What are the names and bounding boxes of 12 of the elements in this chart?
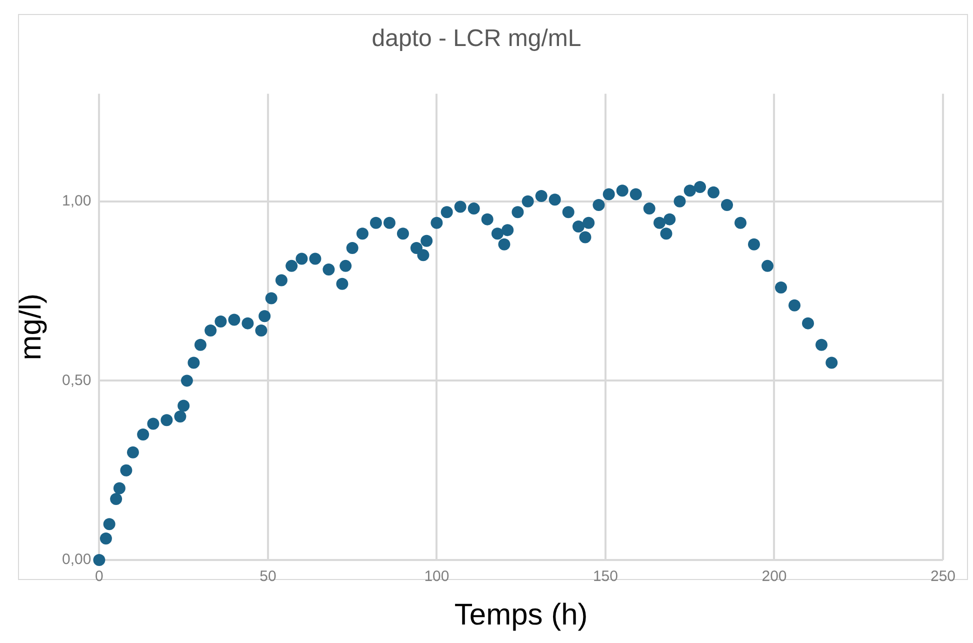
y-tick-label: 1,00 — [62, 192, 92, 210]
chart-title: dapto - LCR mg/mL — [372, 25, 582, 52]
y-tick-label: 0,00 — [62, 551, 92, 568]
y-axis-title: mg/l) — [14, 294, 48, 360]
x-tick-label: 250 — [930, 568, 956, 586]
x-tick-label: 0 — [95, 568, 104, 586]
y-tick-label: 0,50 — [62, 372, 92, 389]
x-tick-label: 100 — [424, 568, 450, 586]
x-tick-label: 150 — [592, 568, 618, 586]
x-axis-title: Temps (h) — [454, 598, 588, 632]
x-tick-label: 50 — [260, 568, 276, 586]
x-tick-label: 200 — [762, 568, 787, 586]
